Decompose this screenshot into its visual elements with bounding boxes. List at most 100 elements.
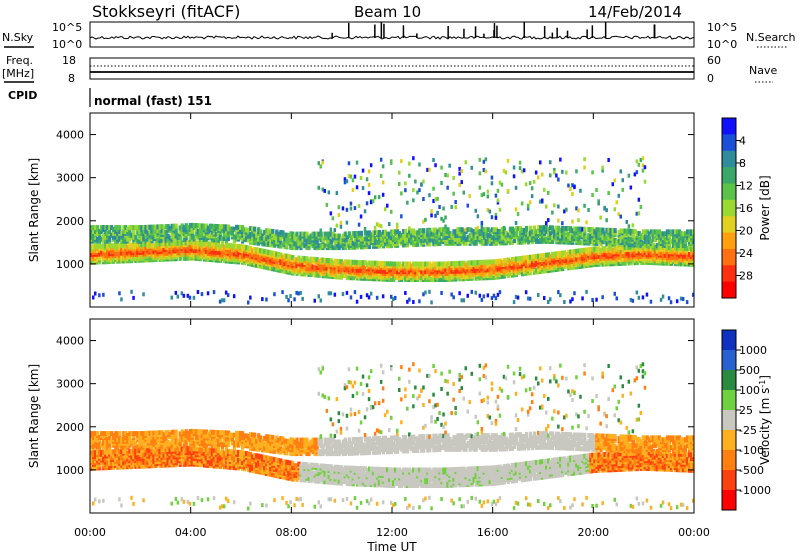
power-echo-cell <box>653 252 657 258</box>
power-echo-cell <box>591 193 594 197</box>
power-echo-cell <box>343 180 347 185</box>
power-echo-cell <box>526 231 531 237</box>
power-echo-cell <box>92 244 96 250</box>
power-echo-cell <box>249 231 253 237</box>
power-echo-cell <box>526 296 530 301</box>
power-echo-cell <box>339 263 343 269</box>
power-echo-cell <box>400 275 404 281</box>
power-echo-cell <box>144 245 148 251</box>
power-echo-cell <box>267 240 271 246</box>
power-echo-cell <box>114 238 118 244</box>
power-echo-cell <box>369 163 373 168</box>
power-echo-cell <box>414 236 418 242</box>
nave-tick-bottom: 0 <box>707 72 714 85</box>
power-echo-cell <box>194 240 198 246</box>
power-echo-cell <box>502 168 506 173</box>
power-echo-cell <box>500 260 504 266</box>
power-echo-cell <box>226 230 231 236</box>
power-echo-cell <box>220 235 225 241</box>
power-echo-cell <box>414 242 418 247</box>
freq-label: Freq. <box>6 54 33 67</box>
power-echo-cell <box>297 265 301 271</box>
power-echo-cell <box>178 225 182 231</box>
power-echo-cell <box>345 259 349 265</box>
power-echo-cell <box>500 226 504 232</box>
power-echo-cell <box>623 260 627 266</box>
velocity-echo-cell <box>140 431 144 437</box>
power-echo-cell <box>692 292 694 297</box>
power-echo-cell <box>613 178 616 183</box>
power-echo-cell <box>448 261 452 267</box>
power-echo-cell <box>661 231 665 237</box>
power-echo-cell <box>442 218 445 223</box>
power-echo-cell <box>174 240 178 246</box>
power-echo-cell <box>210 245 214 251</box>
velocity-echo-cell <box>132 431 136 437</box>
power-echo-cell <box>194 253 198 259</box>
power-echo-cell <box>579 188 582 193</box>
power-echo-cell <box>532 237 537 243</box>
power-echo-cell <box>138 225 142 231</box>
power-echo-cell <box>458 183 461 187</box>
velocity-echo-cell <box>104 465 108 471</box>
power-echo-cell <box>621 240 625 246</box>
power-echo-cell <box>617 230 621 236</box>
power-echo-cell <box>617 260 621 266</box>
power-echo-cell <box>381 261 386 267</box>
power-echo-cell <box>432 227 436 233</box>
power-echo-cell <box>460 169 463 174</box>
power-echo-cell <box>90 225 94 231</box>
power-echo-cell <box>349 201 353 206</box>
power-echo-cell <box>130 225 134 231</box>
power-echo-cell <box>333 241 337 247</box>
power-echo-cell <box>537 238 541 244</box>
power-echo-cell <box>464 240 468 246</box>
power-echo-cell <box>454 229 458 235</box>
power-echo-cell <box>325 231 329 237</box>
power-echo-cell <box>444 215 447 220</box>
power-echo-cell <box>388 241 392 247</box>
power-echo-cell <box>265 249 269 255</box>
power-echo-cell <box>339 274 343 280</box>
power-echo-cell <box>335 264 339 270</box>
power-echo-cell <box>345 220 349 225</box>
power-echo-cell <box>283 236 287 242</box>
power-echo-cell <box>494 264 498 270</box>
colorbar-tick-label: 20 <box>739 225 753 238</box>
power-echo-cell <box>335 223 339 228</box>
power-echo-cell <box>94 225 98 231</box>
power-echo-cell <box>428 275 432 281</box>
power-echo-cell <box>688 229 692 235</box>
power-echo-cell <box>418 162 421 167</box>
power-echo-cell <box>609 259 613 265</box>
power-echo-cell <box>520 271 525 277</box>
power-echo-cell <box>508 259 512 265</box>
power-echo-cell <box>106 230 110 236</box>
power-echo-cell <box>549 263 553 269</box>
power-echo-cell <box>92 295 95 300</box>
power-echo-cell <box>573 185 576 190</box>
power-echo-cell <box>267 257 271 263</box>
velocity-echo-cell <box>124 448 128 454</box>
power-echo-cell <box>381 192 385 197</box>
power-echo-cell <box>311 256 315 262</box>
power-echo-cell <box>575 248 579 254</box>
power-echo-cell <box>275 251 279 257</box>
power-cbar-label: Power [dB] <box>758 175 772 240</box>
power-echo-cell <box>295 257 299 263</box>
power-echo-cell <box>559 157 562 162</box>
power-echo-cell <box>321 257 325 263</box>
power-echo-cell <box>528 235 533 241</box>
power-echo-cell <box>408 173 411 178</box>
colorbar-swatch <box>722 150 736 168</box>
power-echo-cell <box>152 243 156 249</box>
power-echo-cell <box>625 245 629 250</box>
power-echo-cell <box>619 214 622 219</box>
power-echo-cell <box>347 239 351 245</box>
power-echo-cell <box>619 255 623 260</box>
power-echo-cell <box>422 292 425 297</box>
power-echo-cell <box>261 248 265 254</box>
nsky-spike <box>416 33 418 38</box>
power-echo-cell <box>142 292 145 297</box>
power-echo-cell <box>313 298 316 303</box>
